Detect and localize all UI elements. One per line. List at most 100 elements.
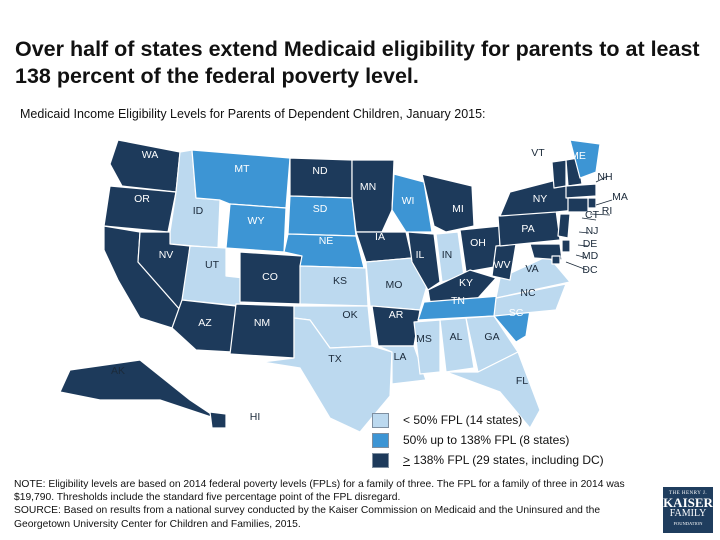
legend-item-low: < 50% FPL (14 states) <box>372 410 604 430</box>
state-label-al: AL <box>450 331 463 343</box>
legend-label-low: < 50% FPL (14 states) <box>403 413 523 427</box>
state-label-dc: DC <box>582 264 598 276</box>
state-il <box>407 231 441 291</box>
legend-label-mid: 50% up to 138% FPL (8 states) <box>403 433 570 447</box>
state-label-ms: MS <box>416 333 432 345</box>
state-mn <box>351 159 395 233</box>
state-al <box>439 317 475 373</box>
state-label-vt: VT <box>531 147 545 159</box>
state-label-ks: KS <box>333 275 347 287</box>
state-mo <box>365 257 429 311</box>
state-sd <box>287 195 357 237</box>
state-nd <box>289 157 353 199</box>
us-map: WA OR CA ID NV MT WY UT AZ CO NM ND SD NE KS OK TX MN IA MO… <box>59 139 628 433</box>
state-ut <box>181 245 245 307</box>
source-text: SOURCE: Based on results from a national… <box>14 505 601 530</box>
state-label-wa: WA <box>142 149 159 161</box>
state-label-ny: NY <box>533 193 548 205</box>
logo-line-1: THE HENRY J. <box>668 491 708 496</box>
state-label-wi: WI <box>402 195 415 207</box>
state-label-sd: SD <box>313 203 328 215</box>
state-az <box>171 299 237 353</box>
page-title: Over half of states extend Medicaid elig… <box>15 37 700 88</box>
state-label-mo: MO <box>386 279 403 291</box>
state-ak <box>59 359 221 421</box>
footnote: NOTE: Eligibility levels are based on 20… <box>14 478 644 531</box>
state-wy <box>225 203 287 253</box>
state-nc <box>493 283 567 317</box>
state-me <box>569 139 601 179</box>
state-ma <box>565 183 597 199</box>
state-label-co: CO <box>262 271 278 283</box>
state-label-me: ME <box>570 150 586 162</box>
state-label-wy: WY <box>248 215 265 227</box>
state-va <box>495 255 571 299</box>
state-label-ga: GA <box>484 331 499 343</box>
state-label-va: VA <box>525 263 538 275</box>
state-nm <box>229 303 295 359</box>
state-vt <box>551 159 567 189</box>
state-ms <box>413 319 441 375</box>
state-ky <box>427 269 497 303</box>
state-mt <box>191 149 291 209</box>
legend-swatch-mid <box>372 432 389 448</box>
leader-line <box>589 213 611 216</box>
state-label-wv: WV <box>494 259 511 271</box>
note-text: NOTE: Eligibility levels are based on 20… <box>14 479 625 504</box>
state-label-ok: OK <box>342 309 357 321</box>
state-label-mi: MI <box>452 203 464 215</box>
state-label-ma: MA <box>612 191 628 203</box>
state-label-nm: NM <box>254 317 270 329</box>
state-label-ct: CT <box>585 209 600 221</box>
state-label-mn: MN <box>360 181 376 193</box>
legend-item-high: > 138% FPL (29 states, including DC) <box>372 450 604 470</box>
legend-swatch-high <box>372 452 389 468</box>
state-label-ak: AK <box>111 365 125 377</box>
state-label-oh: OH <box>470 237 486 249</box>
state-label-ri: RI <box>602 205 613 217</box>
state-label-md: MD <box>582 250 599 262</box>
state-fl <box>445 351 541 429</box>
state-label-nc: NC <box>520 287 536 299</box>
state-label-sc: SC <box>509 307 524 319</box>
state-label-id: ID <box>193 205 204 217</box>
state-label-pa: PA <box>521 223 534 235</box>
leader-line <box>577 244 589 247</box>
logo-line-3: FAMILY <box>669 508 707 519</box>
leader-line <box>575 254 588 259</box>
state-label-ia: IA <box>375 231 385 243</box>
state-label-hi: HI <box>250 411 261 423</box>
state-label-fl: FL <box>516 375 528 387</box>
map-subtitle: Medicaid Income Eligibility Levels for P… <box>20 107 486 121</box>
leader-line <box>595 199 613 206</box>
state-label-nd: ND <box>312 165 328 177</box>
leader-line <box>565 261 588 271</box>
state-label-ne: NE <box>319 235 334 247</box>
legend: < 50% FPL (14 states) 50% up to 138% FPL… <box>372 410 604 470</box>
state-label-ky: KY <box>459 277 473 289</box>
state-wi <box>391 173 433 233</box>
state-label-de: DE <box>583 238 598 250</box>
state-label-tn: TN <box>451 295 465 307</box>
leader-line <box>595 175 609 183</box>
state-ri <box>587 197 597 209</box>
logo-line-4: FOUNDATION <box>673 521 703 526</box>
state-ct <box>567 197 589 213</box>
state-dc <box>551 255 561 265</box>
state-la <box>377 345 427 385</box>
state-label-ca: CA <box>108 281 123 293</box>
state-label-nv: NV <box>159 249 174 261</box>
state-nj <box>557 213 571 239</box>
state-label-nh: NH <box>597 171 612 183</box>
state-label-ut: UT <box>205 259 220 271</box>
state-label-ar: AR <box>389 309 404 321</box>
leader-line <box>578 231 590 234</box>
state-hi <box>209 411 227 429</box>
state-label-az: AZ <box>198 317 212 329</box>
kff-logo: THE HENRY J. KAISER FAMILY FOUNDATION <box>663 487 713 533</box>
state-label-or: OR <box>134 193 150 205</box>
state-de <box>561 239 571 253</box>
state-label-in: IN <box>442 249 453 261</box>
state-label-nj: NJ <box>586 225 599 237</box>
state-label-la: LA <box>394 351 407 363</box>
